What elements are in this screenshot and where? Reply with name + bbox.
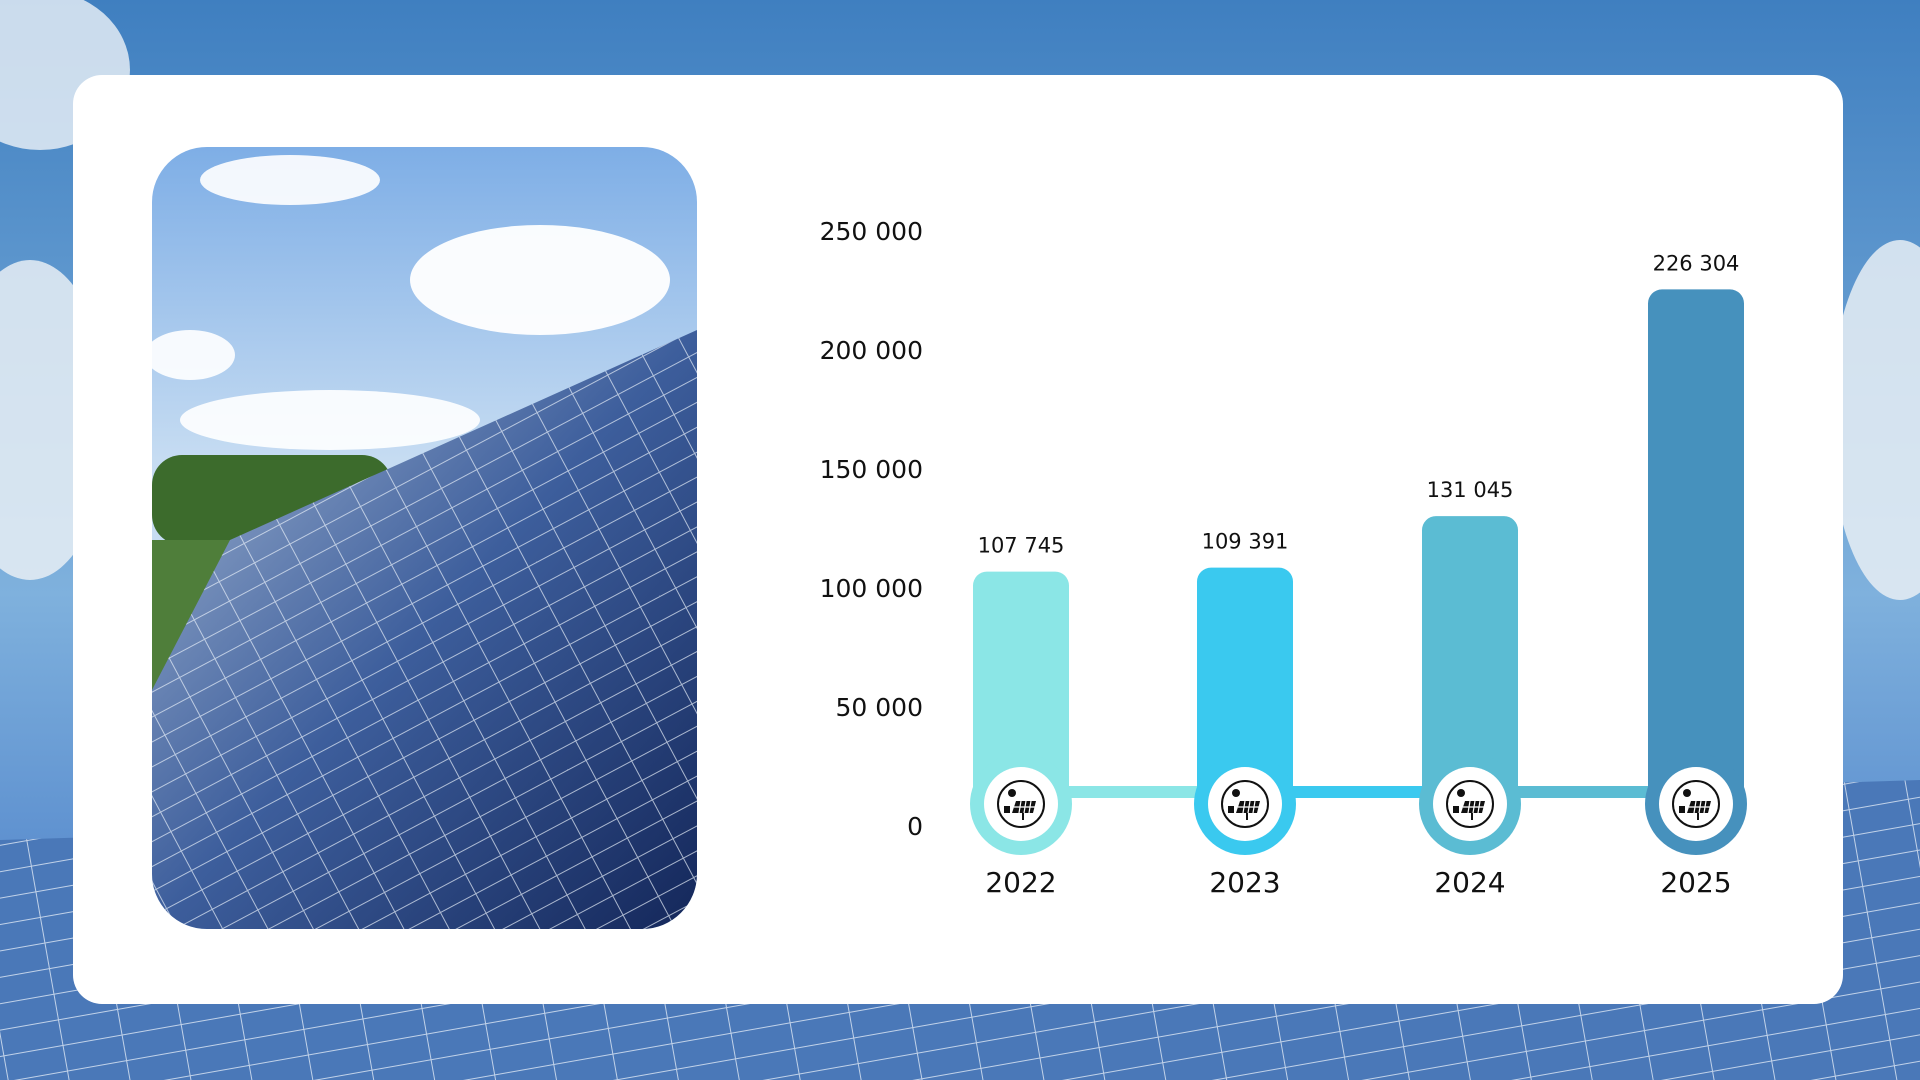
solar-icon <box>1672 780 1720 828</box>
icon-panel-lines <box>1014 800 1035 814</box>
icon-plug <box>1228 806 1234 813</box>
icon-ring <box>1221 780 1269 828</box>
photo-cloud <box>180 390 480 450</box>
value-label: 226 304 <box>1653 251 1740 275</box>
x-tick-label: 2022 <box>985 866 1056 899</box>
icon-sun <box>1457 789 1465 797</box>
x-tick-label: 2025 <box>1660 866 1731 899</box>
bar <box>1422 516 1518 804</box>
photo-cloud <box>200 155 380 205</box>
x-tick-label: 2024 <box>1434 866 1505 899</box>
icon-panel-lines <box>1689 800 1710 814</box>
icon-ring <box>1446 780 1494 828</box>
icon-plug <box>1679 806 1685 813</box>
solar-icon <box>1446 780 1494 828</box>
icon-sun <box>1008 789 1016 797</box>
bar <box>1197 567 1293 804</box>
icon-plug <box>1004 806 1010 813</box>
y-tick-label: 0 <box>907 812 923 841</box>
solar-icon <box>1221 780 1269 828</box>
cloud <box>1830 240 1920 600</box>
y-tick-label: 150 000 <box>820 455 923 484</box>
bar <box>973 571 1069 804</box>
y-tick-label: 100 000 <box>820 574 923 603</box>
y-tick-label: 250 000 <box>820 217 923 246</box>
photo-cloud <box>152 330 235 380</box>
icon-ring <box>1672 780 1720 828</box>
icon-plug <box>1453 806 1459 813</box>
solar-icon <box>997 780 1045 828</box>
bar <box>1648 289 1744 804</box>
y-tick-label: 200 000 <box>820 336 923 365</box>
icon-ring <box>997 780 1045 828</box>
photo <box>152 147 697 929</box>
photo-panel-grid <box>152 330 697 929</box>
icon-sun <box>1683 789 1691 797</box>
photo-cloud <box>410 225 670 335</box>
icon-sun <box>1232 789 1240 797</box>
x-tick-label: 2023 <box>1209 866 1280 899</box>
icon-panel-lines <box>1238 800 1259 814</box>
value-label: 131 045 <box>1427 478 1514 502</box>
chart: 0 50 000 100 000 150 000 200 000 250 000 2022 1… <box>820 217 1747 899</box>
value-label: 109 391 <box>1202 530 1289 554</box>
value-label: 107 745 <box>978 534 1065 558</box>
y-tick-label: 50 000 <box>836 693 923 722</box>
icon-panel-lines <box>1463 800 1484 814</box>
